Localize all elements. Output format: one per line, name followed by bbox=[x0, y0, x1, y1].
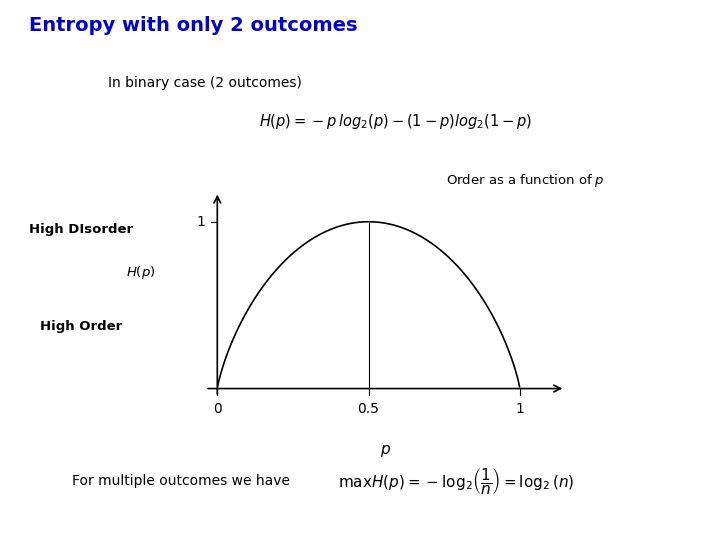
Text: 0.5: 0.5 bbox=[358, 402, 379, 416]
Text: $\max H(p) = -\log_2\!\left(\dfrac{1}{n}\right) = \log_2(n)$: $\max H(p) = -\log_2\!\left(\dfrac{1}{n}… bbox=[338, 465, 575, 496]
Text: $H(p) = -p\,log_2(p) - (1-p)log_2(1-p)$: $H(p) = -p\,log_2(p) - (1-p)log_2(1-p)$ bbox=[259, 112, 533, 131]
Text: For multiple outcomes we have: For multiple outcomes we have bbox=[72, 474, 290, 488]
Text: 0: 0 bbox=[213, 402, 222, 416]
Text: 1: 1 bbox=[516, 402, 524, 416]
Text: 1: 1 bbox=[197, 215, 205, 229]
Text: p: p bbox=[380, 442, 390, 457]
Text: Entropy with only 2 outcomes: Entropy with only 2 outcomes bbox=[29, 16, 357, 35]
Text: High Order: High Order bbox=[40, 320, 122, 333]
Text: $H(p)$: $H(p)$ bbox=[126, 264, 156, 281]
Text: Order as a function of $\it{p}$: Order as a function of $\it{p}$ bbox=[446, 172, 606, 190]
Text: In binary case (2 outcomes): In binary case (2 outcomes) bbox=[108, 76, 302, 90]
Text: High DIsorder: High DIsorder bbox=[29, 223, 133, 236]
